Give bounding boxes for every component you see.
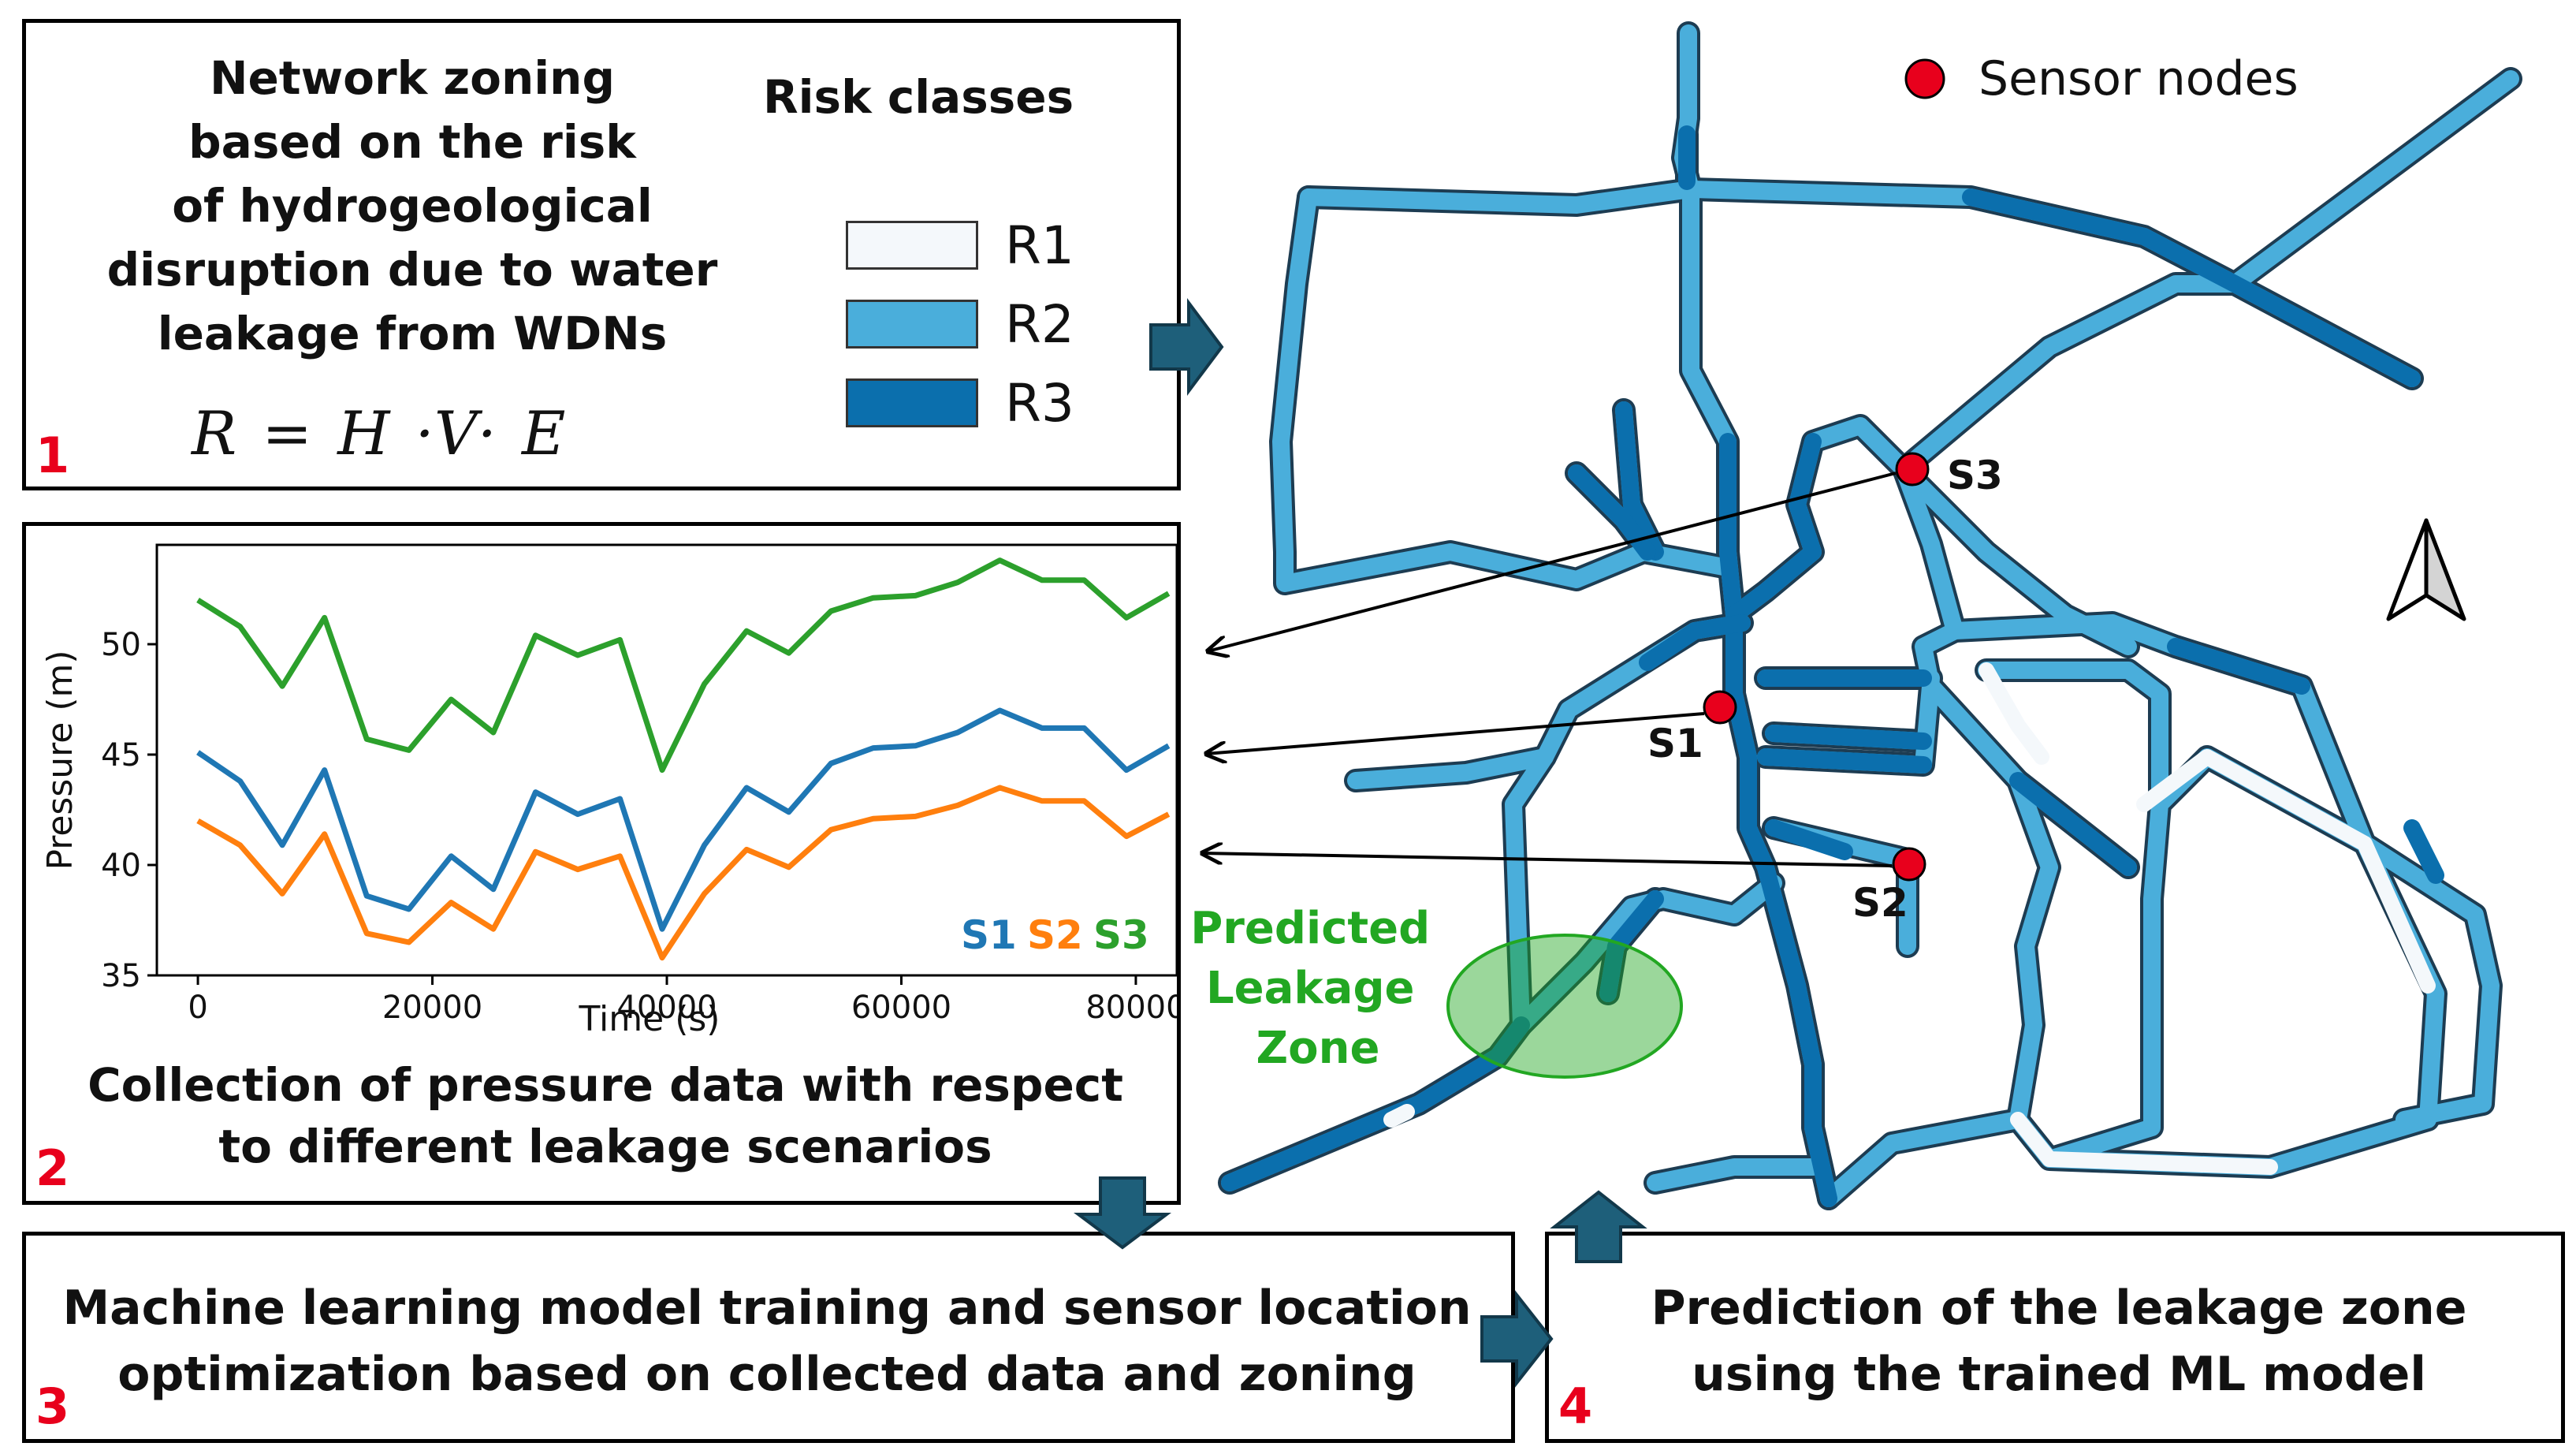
step2-title-line: Collection of pressure data with respect (87, 1058, 1123, 1112)
predicted-zone-line: Zone (1256, 1023, 1380, 1074)
sensor-legend-label: Sensor nodes (1979, 51, 2299, 106)
x-tick-label: 80000 (1085, 990, 1177, 1026)
legend-swatch-r3 (846, 378, 978, 427)
step1-title-line: Network zoning (210, 51, 615, 105)
legend-label-r3: R3 (1005, 372, 1074, 434)
predicted-zone-label: Predicted Leakage Zone (1190, 903, 1445, 1074)
predicted-zone-line: Leakage (1206, 963, 1415, 1014)
step3-number: 3 (35, 1378, 70, 1435)
arrow-s2-to-plot (1202, 853, 1893, 867)
legend-item-r1: R1 (846, 209, 1074, 281)
flow-arrow-down-icon (1074, 1176, 1171, 1250)
legend-label-r2: R2 (1005, 293, 1074, 355)
pipe-network (1218, 21, 2522, 1210)
step4-title: Prediction of the leakage zone using the… (1580, 1275, 2537, 1407)
y-tick-label: 50 (101, 627, 141, 663)
flow-arrow-right-icon (1149, 298, 1224, 396)
step1-panel: Network zoning based on the risk of hydr… (22, 19, 1181, 490)
y-tick-label: 45 (101, 737, 141, 774)
y-tick-label: 35 (101, 958, 141, 994)
legend-swatch-r1 (846, 221, 978, 270)
step2-title: Collection of pressure data with respect… (58, 1054, 1153, 1177)
legend-item-r3: R3 (846, 367, 1074, 439)
arrow-s1-to-plot (1206, 712, 1705, 754)
flow-arrow-right-icon (1480, 1290, 1554, 1388)
legend-swatch-r2 (846, 300, 978, 349)
sensor-node-s3 (1895, 452, 1930, 487)
step2-number: 2 (35, 1139, 70, 1197)
step1-title: Network zoning based on the risk of hydr… (81, 47, 743, 366)
sensor-label-s1: S1 (1647, 721, 1703, 766)
sensor-legend-marker (1904, 58, 1945, 99)
predicted-zone-line: Predicted (1190, 903, 1430, 954)
predicted-leakage-zone (1446, 934, 1683, 1079)
step4-title-line: Prediction of the leakage zone (1651, 1281, 2467, 1336)
series-line-s2 (196, 785, 1171, 961)
step4-title-line: using the trained ML model (1692, 1347, 2426, 1402)
x-tick-label: 60000 (851, 990, 951, 1026)
step3-title-line: Machine learning model training and sens… (62, 1281, 1472, 1336)
legend-label-r1: R1 (1005, 214, 1074, 276)
pressure-chart: 0 20000 40000 60000 80000 35 40 45 50 Pressure (… (40, 543, 1177, 1038)
step4-panel: Prediction of the leakage zone using the… (1545, 1232, 2565, 1443)
step2-title-line: to different leakage scenarios (218, 1120, 992, 1173)
step4-number: 4 (1558, 1378, 1593, 1435)
step1-number: 1 (35, 427, 70, 484)
sensor-label-s3: S3 (1947, 453, 2003, 498)
x-tick-label: 0 (188, 990, 207, 1026)
legend-title: Risk classes (763, 70, 1074, 124)
step1-title-line: based on the risk (188, 115, 636, 169)
step3-title: Machine learning model training and sens… (58, 1275, 1476, 1407)
sensor-node-s2 (1892, 847, 1926, 882)
y-tick-label: 40 (101, 848, 141, 884)
legend-s3: S3 (1093, 912, 1149, 958)
sensor-label-s2: S2 (1852, 880, 1908, 926)
arrow-s3-to-plot (1208, 472, 1897, 651)
step3-title-line: optimization based on collected data and… (117, 1347, 1416, 1402)
y-axis-label: Pressure (m) (40, 650, 80, 870)
legend-s2: S2 (1027, 912, 1083, 958)
flow-arrow-up-icon (1550, 1190, 1647, 1263)
step1-title-line: leakage from WDNs (157, 307, 668, 360)
x-tick-label: 20000 (382, 990, 482, 1026)
north-arrow-icon (2386, 518, 2466, 621)
legend-item-r2: R2 (846, 288, 1074, 360)
x-tick-label: 40000 (616, 990, 717, 1026)
legend-s1: S1 (961, 912, 1017, 958)
step2-panel: 0 20000 40000 60000 80000 35 40 45 50 Pressure (… (22, 522, 1181, 1205)
series-line-s1 (196, 707, 1171, 932)
x-axis-label: Time (s) (579, 999, 720, 1038)
series-line-s3 (196, 557, 1171, 774)
step1-title-line: disruption due to water (106, 243, 718, 296)
risk-formula: R = H ·V· E (192, 398, 566, 468)
sensor-node-s1 (1703, 690, 1737, 725)
step3-panel: Machine learning model training and sens… (22, 1232, 1515, 1443)
step1-title-line: of hydrogeological (172, 179, 653, 233)
